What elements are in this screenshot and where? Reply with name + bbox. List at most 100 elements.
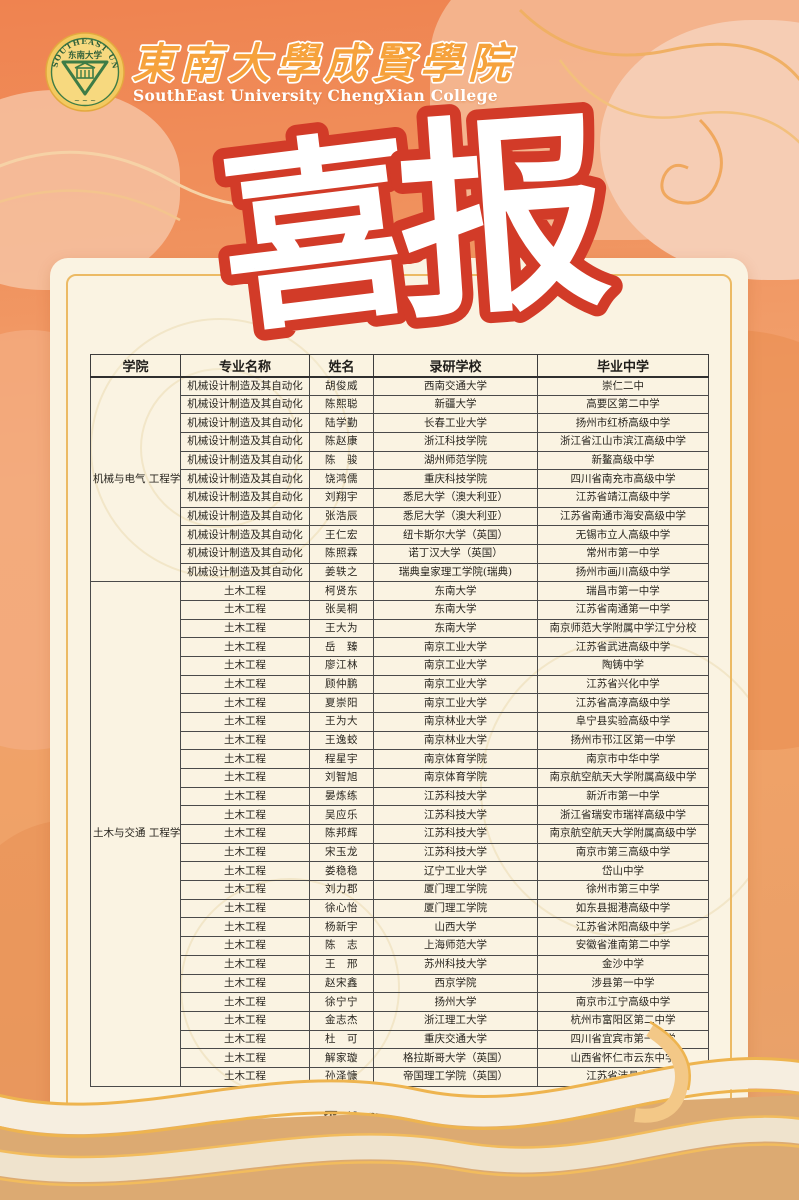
southeast-university-seal-icon: SOUTHEAST UNIVERSITY 东南大学 ~ ~ ~	[45, 32, 125, 112]
school-cell: 江苏科技大学	[373, 805, 538, 826]
name-cell: 王逸蛟	[309, 730, 374, 751]
college-name-en: SouthEast University ChengXian College	[133, 86, 498, 105]
highschool-cell: 南京市中华中学	[537, 749, 709, 770]
school-cell: 长春工业大学	[373, 413, 538, 434]
school-cell: 新疆大学	[373, 394, 538, 415]
name-cell: 岳 臻	[309, 637, 374, 658]
highschool-cell: 阜宁县实验高级中学	[537, 712, 709, 732]
name-cell: 吴应乐	[309, 805, 374, 826]
name-cell: 娄稳稳	[309, 861, 374, 882]
highschool-cell: 江苏省靖江高级中学	[537, 488, 709, 508]
table-row: 土木工程 宋玉龙 江苏科技大学 南京市第三高级中学	[91, 842, 709, 863]
name-cell: 张吴桐	[309, 600, 374, 620]
major-cell: 土木工程	[180, 936, 310, 956]
highschool-cell: 南京师范大学附属中学江宁分校	[537, 618, 709, 639]
name-cell: 姜轶之	[309, 562, 374, 583]
school-cell: 南京体育学院	[373, 749, 538, 770]
school-cell: 悉尼大学（澳大利亚）	[373, 506, 538, 527]
name-cell: 晏炼练	[309, 786, 374, 807]
major-cell: 土木工程	[180, 805, 310, 826]
highschool-cell: 安徽省淮南第二中学	[537, 936, 709, 956]
school-cell: 重庆科技学院	[373, 469, 538, 490]
highschool-cell: 江苏省兴化中学	[537, 674, 709, 695]
school-cell: 诺丁汉大学（英国）	[373, 544, 538, 564]
major-cell: 土木工程	[180, 768, 310, 788]
table-row: 土木工程 晏炼练 江苏科技大学 新沂市第一中学	[91, 786, 709, 807]
highschool-cell: 南京市第三高级中学	[537, 842, 709, 863]
name-cell: 宋玉龙	[309, 842, 374, 863]
highschool-cell: 江苏省南通市海安高级中学	[537, 506, 709, 527]
major-cell: 土木工程	[180, 712, 310, 732]
school-cell: 辽宁工业大学	[373, 861, 538, 882]
table-row: 土木与交通 工程学院土木工程柯贤东东南大学瑞昌市第一中学	[90, 581, 709, 1087]
table-row: 土木工程 夏崇阳 南京工业大学 江苏省高淳高级中学	[91, 693, 709, 714]
school-cell: 厦门理工学院	[373, 880, 538, 900]
school-cell: 湖州师范学院	[373, 450, 538, 471]
table-row: 机械设计制造及其自动化 陈熙聪 新疆大学 高要区第二中学	[91, 394, 709, 415]
table-row: 土木工程 顾仲鹏 南京工业大学 江苏省兴化中学	[91, 674, 709, 695]
name-cell: 夏崇阳	[309, 693, 374, 714]
name-cell: 陈 志	[309, 936, 374, 956]
table-row: 土木工程 陈邦辉 江苏科技大学 南京航空航天大学附属高级中学	[91, 824, 709, 844]
highschool-cell: 如东县掘港高级中学	[537, 898, 709, 919]
table-row: 土木工程 张吴桐 东南大学 江苏省南通第一中学	[91, 600, 709, 620]
table-row: 土木工程 王大为 东南大学 南京师范大学附属中学江宁分校	[91, 618, 709, 639]
page-number: 第 5 页 共 10 页	[323, 1100, 475, 1118]
table-row: 土木工程 刘力郡 厦门理工学院 徐州市第三中学	[91, 880, 709, 900]
school-cell: 瑞典皇家理工学院(瑞典)	[373, 562, 538, 583]
svg-text:~ ~ ~: ~ ~ ~	[74, 97, 96, 105]
highschool-cell: 四川省宜宾市第一中学	[537, 1029, 709, 1050]
highschool-cell: 常州市第一中学	[537, 544, 709, 564]
highschool-cell: 江苏省沛县中学	[537, 1066, 709, 1087]
major-cell: 土木工程	[180, 992, 310, 1012]
name-cell: 杜 可	[309, 1029, 374, 1050]
college-cell: 机械与电气 工程学院	[90, 375, 181, 583]
name-cell: 程星宇	[309, 749, 374, 770]
school-cell: 南京林业大学	[373, 730, 538, 751]
school-cell: 江苏科技大学	[373, 842, 538, 863]
header-major: 专业名称	[180, 354, 310, 378]
school-cell: 东南大学	[373, 581, 538, 602]
major-cell: 土木工程	[180, 1010, 310, 1031]
highschool-cell: 杭州市富阳区第二中学	[537, 1010, 709, 1031]
school-cell: 重庆交通大学	[373, 1029, 538, 1050]
name-cell: 顾仲鹏	[309, 674, 374, 695]
xibao-title: 喜 报	[196, 92, 625, 362]
name-cell: 王大为	[309, 618, 374, 639]
announcement-card: 学院 专业名称 姓名 录研学校 毕业中学 机械与电气 工程学院机械设计制造及其自…	[50, 258, 748, 1150]
table-row: 机械设计制造及其自动化 刘翔宇 悉尼大学（澳大利亚） 江苏省靖江高级中学	[91, 488, 709, 508]
name-cell: 陈熙聪	[309, 394, 374, 415]
table-row: 土木工程陈 志上海师范大学 安徽省淮南第二中学	[91, 936, 709, 956]
major-cell: 土木工程	[180, 880, 310, 900]
highschool-cell: 南京航空航天大学附属高级中学	[537, 824, 709, 844]
name-cell: 金志杰	[309, 1010, 374, 1031]
table-row: 土木工程 解家璇 格拉斯哥大学（英国） 山西省怀仁市云东中学	[91, 1048, 709, 1068]
name-cell: 赵宋鑫	[309, 973, 374, 994]
college-cell: 土木与交通 工程学院	[90, 581, 181, 1087]
major-cell: 机械设计制造及其自动化	[180, 544, 310, 564]
major-cell: 土木工程	[180, 973, 310, 994]
major-cell: 机械设计制造及其自动化	[180, 562, 310, 583]
highschool-cell: 南京市江宁高级中学	[537, 992, 709, 1012]
highschool-cell: 江苏省南通第一中学	[537, 600, 709, 620]
table-row: 机械设计制造及其自动化陈 骏湖州师范学院 新鳌高级中学	[91, 450, 709, 471]
table-row: 土木工程 赵宋鑫 西京学院 涉县第一中学	[91, 973, 709, 994]
school-cell: 西南交通大学	[373, 376, 538, 396]
name-cell: 王 邢	[309, 954, 374, 975]
table-row: 土木工程 廖江林 南京工业大学 陶铸中学	[91, 656, 709, 676]
table-row: 土木工程王 邢苏州科技大学 金沙中学	[91, 954, 709, 975]
title-char-bao: 报	[390, 92, 617, 348]
major-cell: 机械设计制造及其自动化	[180, 413, 310, 434]
name-cell: 廖江林	[309, 656, 374, 676]
table-row: 机械设计制造及其自动化 王仁宏 纽卡斯尔大学（英国） 无锡市立人高级中学	[91, 525, 709, 546]
major-cell: 机械设计制造及其自动化	[180, 394, 310, 415]
name-cell: 柯贤东	[309, 581, 374, 602]
table-row: 土木工程 徐心怡 厦门理工学院 如东县掘港高级中学	[91, 898, 709, 919]
highschool-cell: 新鳌高级中学	[537, 450, 709, 471]
results-table-body: 机械与电气 工程学院机械设计制造及其自动化胡俊威西南交通大学崇仁二中机械设计制造…	[90, 375, 709, 1087]
header-college: 学院	[90, 354, 181, 378]
highschool-cell: 涉县第一中学	[537, 973, 709, 994]
school-cell: 苏州科技大学	[373, 954, 538, 975]
table-row: 土木工程 程星宇 南京体育学院 南京市中华中学	[91, 749, 709, 770]
